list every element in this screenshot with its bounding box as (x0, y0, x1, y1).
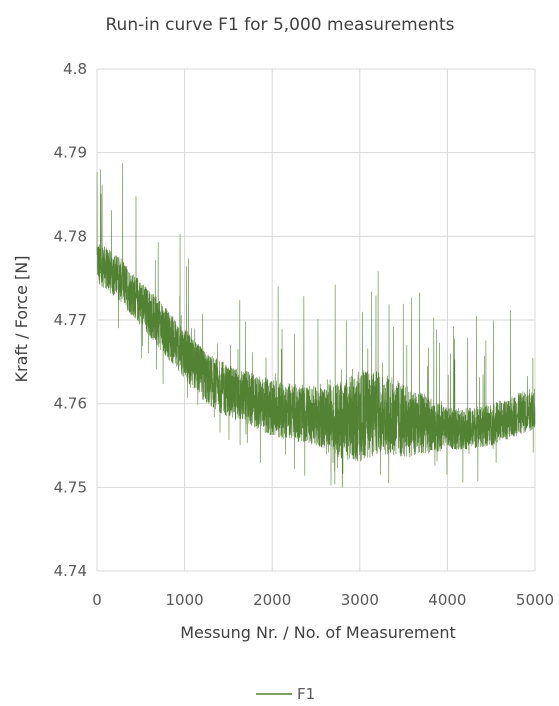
y-tick-label: 4.8 (63, 60, 87, 78)
series-f1 (96, 163, 536, 488)
chart-title: Run-in curve F1 for 5,000 measurements (106, 15, 455, 35)
x-tick-label: 5000 (516, 591, 554, 609)
y-tick-label: 4.75 (54, 478, 87, 496)
gridlines (96, 68, 536, 572)
y-tick-label: 4.79 (54, 144, 87, 162)
y-tick-labels: 4.74 4.75 4.76 4.77 4.78 4.79 4.8 (54, 60, 87, 580)
y-tick-label: 4.74 (54, 562, 87, 580)
x-tick-label: 3000 (341, 591, 379, 609)
x-tick-label: 2000 (253, 591, 291, 609)
x-tick-label: 4000 (428, 591, 466, 609)
y-axis-title: Kraft / Force [N] (12, 256, 31, 383)
x-tick-labels: 0 1000 2000 3000 4000 5000 (92, 591, 554, 609)
y-tick-label: 4.76 (54, 395, 87, 413)
x-axis-title: Messung Nr. / No. of Measurement (180, 623, 456, 642)
y-tick-label: 4.77 (54, 311, 87, 329)
legend: F1 (256, 685, 315, 703)
x-tick-label: 0 (92, 591, 102, 609)
series-line-f1 (96, 163, 536, 488)
legend-label-f1: F1 (297, 685, 315, 703)
y-tick-label: 4.78 (54, 227, 87, 245)
x-tick-label: 1000 (166, 591, 204, 609)
